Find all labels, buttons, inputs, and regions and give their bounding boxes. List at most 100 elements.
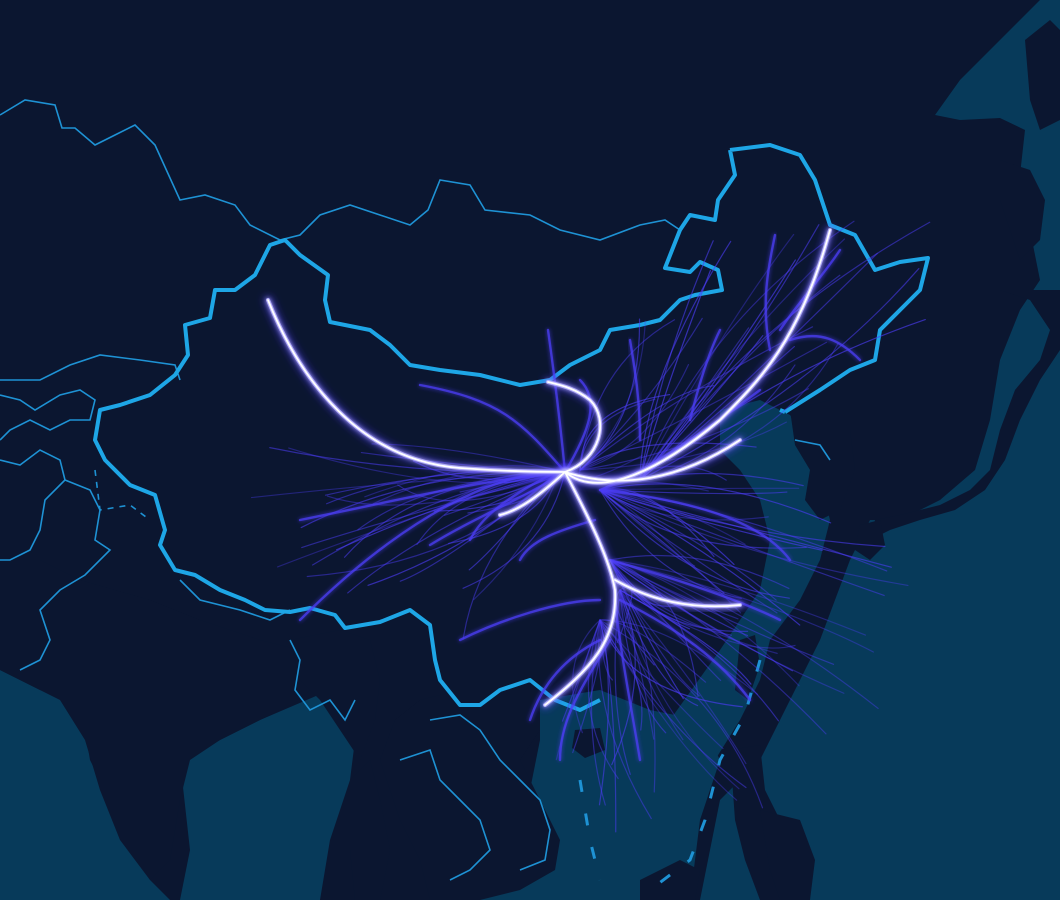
japan-honshu [870, 290, 1060, 540]
flow-branch [443, 471, 566, 516]
flow-branch [619, 589, 796, 649]
flow-branch [462, 471, 566, 589]
flow-branch [619, 589, 699, 707]
flow-branch [639, 221, 931, 481]
flow-branch-major [528, 638, 602, 722]
flow-trunk-core [547, 381, 602, 473]
flow-branch-major [764, 233, 777, 352]
flow-branch-major [598, 488, 792, 562]
flow-branch [599, 489, 807, 549]
flow-branch [572, 619, 601, 734]
flow-branch [572, 619, 603, 754]
flow-branch [599, 489, 742, 599]
flow-branch [609, 554, 790, 590]
flow-branch-major [458, 598, 602, 642]
flow-branch [579, 341, 828, 471]
flow-branch [599, 619, 614, 681]
kazakh-border [0, 354, 181, 381]
flow-trunk-core [499, 471, 566, 516]
taiwan [735, 635, 760, 700]
flow-branch [599, 489, 696, 567]
central-asia-borders [0, 389, 96, 441]
myanmar [290, 630, 380, 760]
flow-branch [599, 489, 788, 495]
flow-branch-major [688, 328, 722, 422]
flow-branch-major [618, 598, 752, 702]
pacific-ocean [700, 0, 1060, 900]
flow-branch [599, 489, 778, 614]
flow-branch [619, 589, 740, 790]
flow-branch [587, 619, 619, 780]
land-layer [0, 20, 1060, 900]
disputed-boundaries [94, 469, 762, 892]
flow-branch [609, 559, 722, 682]
flow-branch [397, 471, 566, 502]
flow-branch [619, 589, 655, 740]
flow-branch [579, 326, 814, 471]
flow-branch [609, 559, 739, 620]
flow-branch [579, 364, 690, 471]
mongolia-russia-border [0, 99, 681, 241]
flow-branch-major [418, 383, 567, 474]
flow-branch [579, 385, 715, 471]
flow-branch [639, 233, 795, 481]
flow-branch-major [788, 334, 862, 362]
laos-vietnam-border [429, 714, 551, 871]
sakhalin [1025, 20, 1060, 130]
country-borders [0, 99, 831, 881]
flow-branch [619, 589, 667, 734]
indochina [380, 690, 560, 900]
myanmar-india-border [289, 639, 356, 722]
japan-kyushu [855, 520, 885, 560]
flow-branch [609, 559, 875, 653]
flow-branch [599, 489, 885, 597]
flow-branch [619, 589, 747, 765]
flow-trunk-core [564, 229, 831, 484]
flow-branch [599, 619, 724, 750]
flow-branch [590, 619, 606, 806]
flow-trunk-core [544, 471, 617, 706]
flow-branch [609, 559, 748, 637]
nine-dash-line [649, 659, 762, 892]
flow-branch [599, 489, 801, 626]
flow-branch [609, 559, 778, 654]
india-pakistan-border [19, 479, 112, 671]
flow-branch-major [628, 338, 642, 442]
philippines-south [760, 810, 815, 900]
flow-lines [250, 220, 931, 833]
flow-branch [599, 619, 764, 809]
china-border [93, 143, 930, 712]
flow-branch-major [518, 518, 597, 562]
flow-branch [599, 489, 735, 566]
flow-branch [335, 471, 566, 551]
pakistan-afghan-border [0, 449, 66, 561]
malay-peninsula [350, 760, 390, 900]
flow-branch [609, 559, 699, 698]
flow-branch [639, 269, 712, 481]
flow-branch [599, 489, 892, 568]
north-korea-border [794, 439, 831, 461]
borneo-tip [640, 860, 700, 900]
flow-branch [599, 489, 909, 587]
andaman-sea [180, 690, 360, 900]
flow-branch [619, 589, 656, 793]
flow-branch [609, 559, 827, 735]
flow-branch-major [468, 468, 562, 542]
flow-branch [599, 483, 832, 524]
flow-branch [609, 559, 867, 636]
flow-branch [609, 559, 794, 672]
flow-branch [599, 489, 777, 601]
indian-subcontinent [0, 560, 320, 880]
flow-branch [639, 224, 820, 481]
flow-branch [276, 471, 566, 568]
flow-branch [599, 489, 790, 599]
japan-hokkaido [1000, 160, 1045, 260]
flow-branch [639, 240, 714, 481]
flow-trunk-core [614, 579, 741, 608]
flow-branch [599, 619, 738, 801]
flow-branch [639, 220, 855, 481]
thai-border [399, 748, 491, 881]
flow-branch [609, 559, 691, 630]
